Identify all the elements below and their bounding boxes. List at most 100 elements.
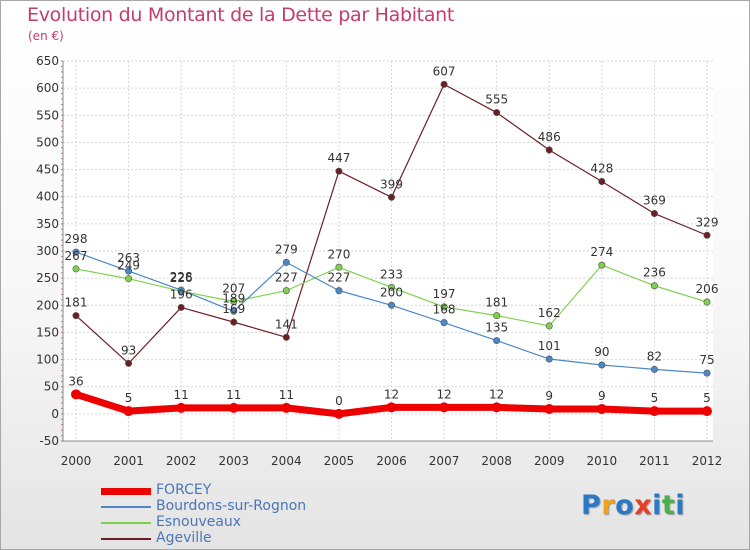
data-label-esnouveaux: 249 [117,259,140,273]
data-point-ageville [650,210,658,218]
data-point-bourdons-sur-rognon [650,365,658,373]
data-label-forcey: 36 [68,374,83,388]
data-point-forcey [649,406,660,417]
data-label-ageville: 555 [485,93,508,107]
data-point-esnouveaux [440,303,448,311]
data-point-bourdons-sur-rognon [440,319,448,327]
data-label-ageville: 369 [643,194,666,208]
data-point-ageville [72,312,80,320]
data-label-forcey: 0 [335,394,343,408]
x-tick-label: 2008 [481,454,512,468]
data-point-bourdons-sur-rognon [387,301,395,309]
data-label-ageville: 196 [170,287,193,301]
y-tick-label: 450 [36,163,59,177]
data-label-ageville: 428 [590,162,613,176]
data-label-esnouveaux: 267 [65,249,88,263]
data-label-esnouveaux: 270 [327,247,350,261]
data-point-esnouveaux [493,312,501,320]
data-point-forcey [596,403,607,414]
data-label-ageville: 169 [222,302,245,316]
data-label-esnouveaux: 181 [485,296,508,310]
y-tick-label: 500 [36,135,59,149]
data-point-forcey [439,402,450,413]
data-point-esnouveaux [703,298,711,306]
data-point-bourdons-sur-rognon [282,258,290,266]
y-tick-label: 600 [36,81,59,95]
data-label-bourdons-sur-rognon: 227 [327,271,350,285]
y-tick-label: 650 [36,54,59,68]
y-tick-label: 250 [36,271,59,285]
data-point-forcey [123,406,134,417]
data-label-forcey: 12 [489,387,504,401]
data-label-esnouveaux: 197 [433,287,456,301]
data-label-bourdons-sur-rognon: 90 [594,345,609,359]
y-tick-label: 400 [36,190,59,204]
data-point-bourdons-sur-rognon [230,307,238,315]
data-point-ageville [282,333,290,341]
y-tick-label: 150 [36,325,59,339]
data-labels: 1819319616914144739960755548642836932926… [65,64,719,408]
data-point-ageville [703,231,711,239]
legend-label: FORCEY [156,482,212,498]
y-tick-label: 200 [36,298,59,312]
chart-subtitle: (en €) [28,29,64,43]
data-point-bourdons-sur-rognon [493,337,501,345]
x-tick-label: 2009 [534,454,565,468]
data-point-esnouveaux [282,287,290,295]
data-label-ageville: 399 [380,177,403,191]
data-point-ageville [335,167,343,175]
data-point-esnouveaux [545,322,553,330]
data-point-bourdons-sur-rognon [177,286,185,294]
data-point-esnouveaux [598,261,606,269]
data-label-esnouveaux: 233 [380,267,403,281]
data-label-esnouveaux: 274 [590,245,613,259]
data-label-bourdons-sur-rognon: 298 [65,232,88,246]
x-tick-label: 2000 [61,454,92,468]
series-lines [71,80,712,419]
data-point-bourdons-sur-rognon [335,287,343,295]
data-point-forcey [544,403,555,414]
data-label-esnouveaux: 226 [170,271,193,285]
axes: -500501001502002503003504004505005506006… [36,54,722,468]
data-label-esnouveaux: 236 [643,266,666,280]
data-point-bourdons-sur-rognon [72,248,80,256]
legend-label: Bourdons-sur-Rognon [156,498,307,514]
data-point-ageville [177,303,185,311]
data-label-forcey: 12 [436,387,451,401]
data-label-bourdons-sur-rognon: 200 [380,285,403,299]
data-label-bourdons-sur-rognon: 228 [170,270,193,284]
data-label-ageville: 329 [696,215,719,229]
y-tick-label: 550 [36,108,59,122]
data-label-forcey: 5 [125,391,133,405]
data-point-esnouveaux [230,297,238,305]
legend-swatch [101,522,151,524]
data-label-forcey: 11 [174,388,189,402]
x-tick-label: 2005 [324,454,355,468]
data-label-bourdons-sur-rognon: 263 [117,251,140,265]
data-label-forcey: 9 [598,389,606,403]
data-label-ageville: 486 [538,130,561,144]
data-label-forcey: 11 [226,388,241,402]
data-point-bourdons-sur-rognon [125,267,133,275]
y-tick-label: 350 [36,217,59,231]
data-point-bourdons-sur-rognon [545,355,553,363]
x-tick-label: 2006 [376,454,407,468]
data-label-forcey: 12 [384,387,399,401]
y-tick-label: 300 [36,244,59,258]
x-tick-label: 2002 [166,454,197,468]
x-tick-label: 2010 [587,454,618,468]
data-label-bourdons-sur-rognon: 82 [647,349,662,363]
data-label-ageville: 607 [433,64,456,78]
data-point-forcey [702,406,712,417]
y-tick-label: 0 [51,407,59,421]
grid [63,60,713,442]
data-label-bourdons-sur-rognon: 135 [485,321,508,335]
x-tick-label: 2001 [113,454,144,468]
data-point-forcey [333,408,344,419]
x-tick-label: 2003 [218,454,249,468]
data-point-esnouveaux [650,282,658,290]
data-point-bourdons-sur-rognon [598,361,606,369]
data-point-forcey [386,402,397,413]
proxiti-logo: Proxiti [581,490,686,521]
